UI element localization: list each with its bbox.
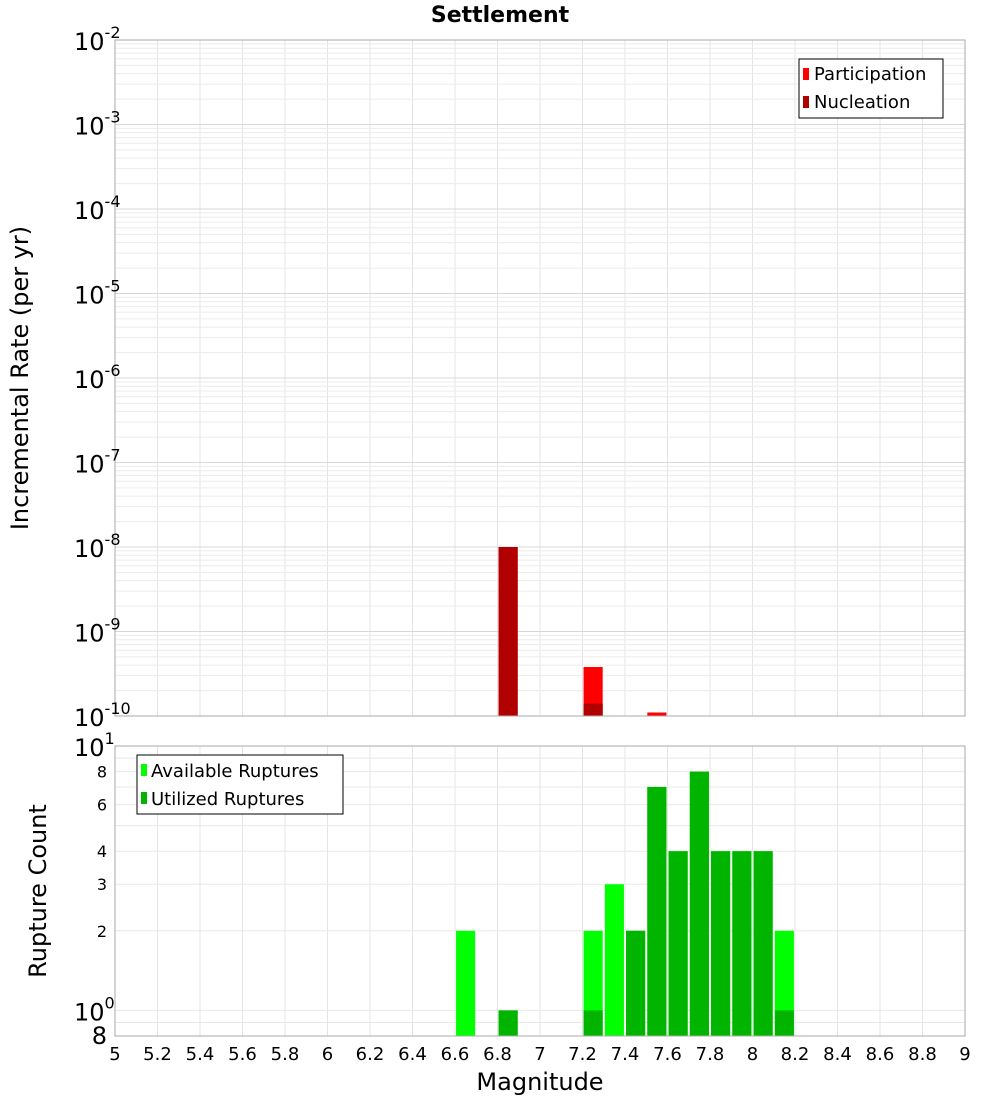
x-tick-labels: 5 5.2 5.4 5.6 5.8 6 6.2 6.4 6.6 6.8 7 7.2 7.4 7.6 7.8 8…: [109, 1044, 970, 1065]
legend-swatch-nucleation: [803, 96, 809, 108]
x-tick-label: 6.6: [441, 1044, 470, 1065]
x-tick-label: 6.8: [483, 1044, 512, 1065]
x-tick-label: 6: [322, 1044, 333, 1065]
top-gridlines: [114, 40, 966, 717]
bar-utilized-ruptures: [668, 851, 688, 1036]
bar-available-ruptures: [774, 930, 794, 1036]
top-y-tick-label: 10-5: [74, 277, 121, 310]
x-tick-label: 7.2: [568, 1044, 597, 1065]
top-legend-box: [798, 58, 944, 119]
top-y-tick-label: 10-3: [74, 108, 121, 141]
bottom-y-tick-label-bottom: 8: [92, 1022, 107, 1050]
bar-utilized-ruptures: [774, 1010, 794, 1036]
bottom-y-major-tick-label: 101: [74, 729, 115, 762]
bar-available-ruptures: [604, 884, 624, 1036]
bar-utilized-ruptures: [753, 851, 773, 1036]
x-tick-label: 8: [747, 1044, 758, 1065]
x-tick-label: 8.4: [823, 1044, 852, 1065]
bottom-legend: Available Ruptures Utilized Ruptures: [136, 754, 344, 815]
x-tick-label: 7: [534, 1044, 545, 1065]
bar-utilized-ruptures: [689, 771, 709, 1036]
bar-utilized-ruptures: [732, 851, 752, 1036]
bottom-y-major-tick-label: 100: [74, 993, 115, 1026]
bottom-plot-border: [114, 745, 966, 1037]
legend-label-participation: Participation: [814, 64, 926, 85]
x-tick-label: 6.4: [398, 1044, 427, 1065]
x-axis-label: Magnitude: [476, 1068, 603, 1096]
top-bars: [498, 547, 667, 716]
bottom-y-tick-label: 8: [97, 763, 107, 782]
bar-utilized-ruptures: [711, 851, 731, 1036]
bottom-y-tick-label: 4: [97, 842, 107, 861]
top-y-tick-label: 10-9: [74, 615, 121, 648]
x-tick-label: 7.8: [696, 1044, 725, 1065]
bottom-y-axis-label: Rupture Count: [24, 804, 52, 978]
top-plot-border: [114, 39, 966, 717]
bottom-y-tick-label: 2: [97, 922, 107, 941]
bar-utilized-ruptures: [498, 1010, 518, 1036]
top-panel: 10-2 10-3 10-4 10-5 10-6 10-7 10-8 10-9 10-10 In…: [6, 23, 966, 732]
x-tick-label: 8.2: [781, 1044, 810, 1065]
top-y-tick-label: 10-4: [74, 192, 121, 225]
top-y-tick-label: 10-7: [74, 446, 121, 479]
top-y-tick-label: 10-2: [74, 23, 121, 56]
top-y-axis-label: Incremental Rate (per yr): [6, 226, 34, 530]
x-tick-label: 7.4: [611, 1044, 640, 1065]
bottom-y-tick-label: 6: [97, 796, 107, 815]
legend-swatch-utilized: [141, 792, 147, 804]
top-y-tick-label: 10-6: [74, 361, 121, 394]
bar-nucleation: [583, 703, 603, 716]
x-tick-label: 8.8: [908, 1044, 937, 1065]
chart-title: Settlement: [431, 3, 570, 28]
x-tick-label: 5.4: [186, 1044, 215, 1065]
top-y-tick-label: 10-10: [74, 699, 131, 732]
top-y-tick-label: 10-8: [74, 530, 121, 563]
bottom-y-tick-label: 3: [97, 875, 107, 894]
bar-utilized-ruptures: [626, 930, 646, 1036]
bar-participation: [647, 712, 667, 716]
top-y-tick-labels: 10-2 10-3 10-4 10-5 10-6 10-7 10-8 10-9 10-10: [74, 23, 131, 732]
x-tick-label: 7.6: [653, 1044, 682, 1065]
legend-swatch-available: [141, 764, 147, 776]
top-legend: Participation Nucleation: [798, 58, 944, 119]
bar-nucleation: [498, 547, 518, 716]
x-tick-label: 8.6: [866, 1044, 895, 1065]
bar-available-ruptures: [583, 930, 603, 1036]
legend-swatch-participation: [803, 68, 809, 80]
x-tick-label: 9: [959, 1044, 970, 1065]
x-tick-label: 6.2: [356, 1044, 385, 1065]
legend-label-nucleation: Nucleation: [814, 92, 910, 113]
bar-available-ruptures: [456, 930, 476, 1036]
legend-label-utilized: Utilized Ruptures: [151, 789, 304, 810]
bottom-legend-box: [136, 754, 344, 815]
x-tick-label: 5: [109, 1044, 120, 1065]
legend-label-available: Available Ruptures: [151, 761, 319, 782]
x-tick-label: 5.8: [271, 1044, 300, 1065]
bar-utilized-ruptures: [647, 786, 667, 1036]
bottom-bars: [456, 771, 794, 1036]
x-tick-label: 5.6: [228, 1044, 257, 1065]
bar-utilized-ruptures: [583, 1010, 603, 1036]
x-tick-label: 5.2: [143, 1044, 172, 1065]
